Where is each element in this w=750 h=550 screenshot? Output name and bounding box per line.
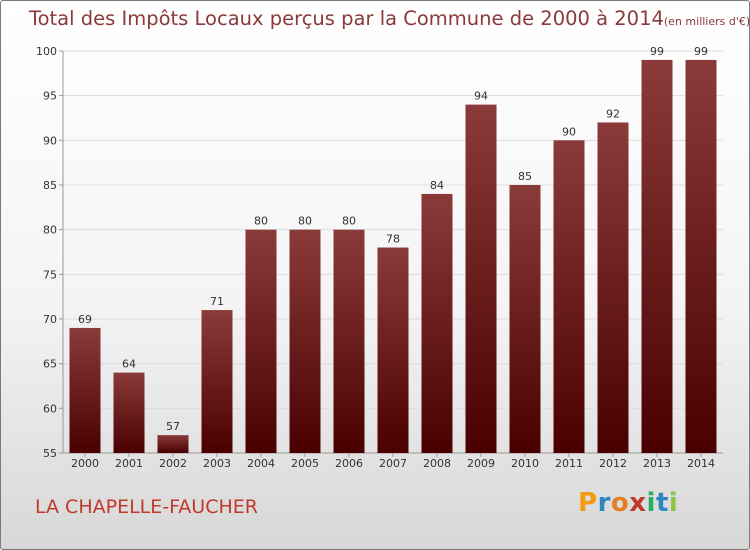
y-tick-label: 80 xyxy=(43,224,57,237)
y-tick-label: 65 xyxy=(43,358,57,371)
value-label-2000: 69 xyxy=(78,313,92,326)
bar-2007 xyxy=(377,247,409,453)
y-tick-label: 85 xyxy=(43,179,57,192)
bar-2001 xyxy=(113,372,145,453)
x-tick-label-2005: 2005 xyxy=(291,457,319,470)
value-label-2006: 80 xyxy=(342,215,356,228)
x-tick-label-2002: 2002 xyxy=(159,457,187,470)
bar-2009 xyxy=(465,104,497,453)
x-tick-label-2004: 2004 xyxy=(247,457,275,470)
bar-2005 xyxy=(289,229,321,453)
bars xyxy=(69,59,717,454)
logo-letter: t xyxy=(655,488,669,518)
bar-2014 xyxy=(685,59,717,453)
y-tick-label: 100 xyxy=(36,45,57,58)
value-label-2004: 80 xyxy=(254,215,268,228)
x-tick-label-2001: 2001 xyxy=(115,457,143,470)
bar-2012 xyxy=(597,122,629,453)
value-label-2013: 99 xyxy=(650,45,664,58)
bar-2004 xyxy=(245,229,277,453)
value-label-2014: 99 xyxy=(694,45,708,58)
value-label-2005: 80 xyxy=(298,215,312,228)
y-tick-label: 90 xyxy=(43,134,57,147)
logo-letter: i xyxy=(668,488,679,518)
value-label-2009: 94 xyxy=(474,90,488,103)
bar-2008 xyxy=(421,193,453,453)
logo-letter: r xyxy=(597,488,611,518)
x-tick-label-2013: 2013 xyxy=(643,457,671,470)
x-tick-label-2000: 2000 xyxy=(71,457,99,470)
value-label-2010: 85 xyxy=(518,170,532,183)
x-tick-label-2003: 2003 xyxy=(203,457,231,470)
x-tick-label-2008: 2008 xyxy=(423,457,451,470)
y-tick-label: 55 xyxy=(43,447,57,460)
logo-letter: i xyxy=(646,488,656,518)
y-tick-label: 95 xyxy=(43,90,57,103)
x-tick-label-2006: 2006 xyxy=(335,457,363,470)
value-label-2008: 84 xyxy=(430,179,444,192)
x-tick-label-2010: 2010 xyxy=(511,457,539,470)
value-label-2002: 57 xyxy=(166,420,180,433)
chart-title-main: Total des Impôts Locaux perçus par la Co… xyxy=(29,7,664,30)
x-tick-label-2011: 2011 xyxy=(555,457,583,470)
y-tick-label: 70 xyxy=(43,313,57,326)
bar-2011 xyxy=(553,140,585,454)
value-label-2007: 78 xyxy=(386,233,400,246)
x-tick-label-2009: 2009 xyxy=(467,457,495,470)
logo-letter: x xyxy=(629,488,647,518)
chart-title-unit: (en milliers d'€) xyxy=(663,15,750,28)
value-label-2011: 90 xyxy=(562,125,576,138)
bar-2000 xyxy=(69,327,101,453)
x-tick-label-2007: 2007 xyxy=(379,457,407,470)
bar-2006 xyxy=(333,229,365,453)
y-tick-label: 60 xyxy=(43,402,57,415)
commune-name: LA CHAPELLE-FAUCHER xyxy=(35,496,258,518)
chart-title: Total des Impôts Locaux perçus par la Co… xyxy=(29,7,750,30)
bar-2010 xyxy=(509,185,541,453)
y-tick-label: 75 xyxy=(43,268,57,281)
logo-letter: P xyxy=(578,488,598,518)
x-tick-label-2012: 2012 xyxy=(599,457,627,470)
logo-letter: o xyxy=(610,488,630,518)
value-label-2001: 64 xyxy=(122,358,136,371)
labels: 55 60 65 70 75 80 85 90 95 100 69 2000 64 2001 57 2002 7… xyxy=(36,45,715,470)
x-tick-label-2014: 2014 xyxy=(687,457,715,470)
value-label-2003: 71 xyxy=(210,295,224,308)
bar-2003 xyxy=(201,310,233,453)
bar-2013 xyxy=(641,59,673,453)
proxiti-logo[interactable]: Proxiti xyxy=(578,488,678,518)
bar-2002 xyxy=(157,435,189,453)
value-label-2012: 92 xyxy=(606,107,620,120)
